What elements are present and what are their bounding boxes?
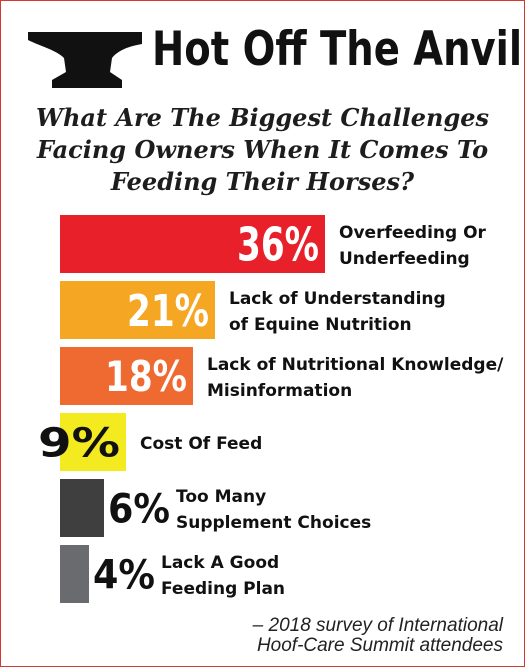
bar-value-label: 4% [93, 552, 155, 598]
bar-category-label: Underfeeding [339, 249, 470, 269]
bar-category-label: Supplement Choices [176, 513, 371, 533]
bar-category-label: Misinformation [207, 381, 352, 401]
source-line: – 2018 survey of International [252, 615, 503, 636]
anvil-icon [28, 32, 142, 88]
bar-category-label: Lack of Understanding [229, 289, 446, 309]
bar-category-label: of Equine Nutrition [229, 315, 412, 335]
question-line: Feeding Their Horses? [110, 167, 415, 196]
question-line: What Are The Biggest Challenges [35, 103, 490, 132]
bar-category-label: Lack of Nutritional Knowledge/ [207, 355, 504, 375]
bar [60, 545, 89, 603]
source-note: – 2018 survey of International Hoof-Care… [253, 616, 503, 656]
bar [60, 215, 325, 273]
bar-value-label: 6% [108, 486, 170, 532]
bar-value-label: 21% [127, 286, 209, 337]
chart-question: What Are The Biggest Challenges Facing O… [0, 102, 525, 198]
bar-category-label: Overfeeding Or [339, 223, 487, 243]
bar-value-label: 18% [105, 352, 187, 401]
bar-value-label: 36% [237, 218, 319, 272]
bar-category-label: Too Many [176, 487, 266, 507]
bar [60, 479, 104, 537]
bar-chart: 36% Overfeeding Or Underfeeding 21% Lack of … [38, 215, 504, 603]
source-line: Hoof-Care Summit attendees [256, 635, 503, 656]
bar-value-label: 9% [38, 420, 120, 466]
bar-category-label: Lack A Good [161, 553, 279, 573]
bar-category-label: Cost Of Feed [140, 434, 262, 454]
bar-category-label: Feeding Plan [161, 579, 285, 599]
bar [60, 347, 193, 405]
bar [60, 281, 215, 339]
question-line: Facing Owners When It Comes To [36, 135, 489, 164]
header: Hot Off The Anvil [26, 22, 522, 94]
bar [60, 413, 126, 471]
brand-title: Hot Off The Anvil [152, 22, 523, 77]
